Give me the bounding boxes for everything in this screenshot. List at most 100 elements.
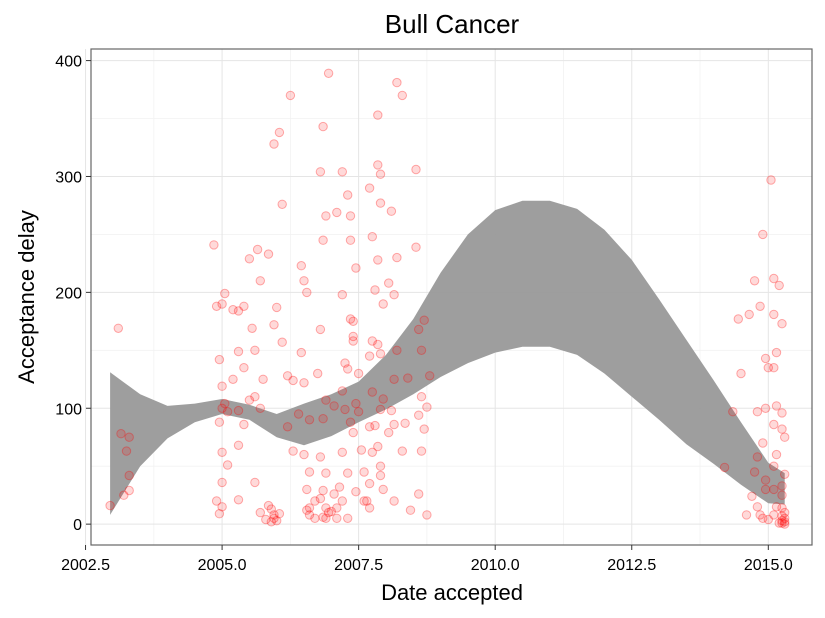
data-point <box>771 347 782 358</box>
data-point <box>247 323 257 333</box>
data-point <box>758 513 768 523</box>
data-point <box>250 392 260 402</box>
data-point <box>769 484 779 495</box>
data-point <box>321 395 331 405</box>
data-point <box>217 381 227 391</box>
data-point <box>392 252 402 263</box>
points-layer <box>105 68 790 529</box>
data-point <box>419 424 429 434</box>
data-point <box>345 211 356 221</box>
x-tick-label: 2015.0 <box>744 557 793 574</box>
data-point <box>315 452 326 462</box>
data-point <box>419 315 429 325</box>
data-point <box>239 301 249 311</box>
y-axis: 0 100 200 300 400 <box>55 54 91 534</box>
data-point <box>263 500 274 511</box>
data-point <box>244 395 255 405</box>
data-point <box>373 110 383 120</box>
data-point <box>771 449 782 460</box>
data-point <box>222 407 233 417</box>
data-point <box>288 446 298 456</box>
data-point <box>348 331 358 342</box>
data-point <box>351 487 361 497</box>
data-point <box>397 446 407 456</box>
data-point <box>375 404 386 415</box>
data-point <box>261 514 271 525</box>
data-point <box>250 345 260 355</box>
data-point <box>222 460 233 470</box>
data-point <box>318 414 328 424</box>
y-tick-label: 300 <box>55 169 82 186</box>
data-point <box>752 502 763 512</box>
data-point <box>353 407 364 417</box>
data-point <box>252 244 263 255</box>
data-point <box>353 368 364 379</box>
data-point <box>375 198 386 208</box>
data-point <box>263 249 274 259</box>
data-point <box>334 482 345 492</box>
data-point <box>386 206 397 216</box>
data-point <box>373 255 383 265</box>
data-point <box>422 402 432 412</box>
data-point <box>315 493 326 504</box>
x-axis: 2002.5 2005.0 2007.5 2010.0 2012.5 2015.0 <box>61 545 793 574</box>
data-point <box>733 314 743 324</box>
data-point <box>367 336 377 346</box>
data-point <box>113 323 124 333</box>
data-point <box>774 280 784 291</box>
data-point <box>214 509 225 519</box>
data-point <box>318 485 328 496</box>
data-point <box>285 90 296 101</box>
data-point <box>422 510 432 520</box>
x-tick-label: 2010.0 <box>471 557 520 574</box>
y-tick-label: 100 <box>55 401 82 418</box>
data-point <box>321 503 331 513</box>
data-point <box>760 403 771 413</box>
data-point <box>302 484 312 495</box>
data-point <box>343 468 353 478</box>
data-point <box>769 419 779 430</box>
data-point <box>321 211 331 221</box>
data-point <box>337 386 347 396</box>
data-point <box>321 513 331 523</box>
chart-title: Bull Cancer <box>385 9 520 39</box>
y-tick-label: 200 <box>55 285 82 302</box>
data-point <box>364 351 375 361</box>
data-point <box>744 309 754 320</box>
data-point <box>752 452 763 462</box>
data-point <box>351 398 361 409</box>
data-point <box>362 496 372 506</box>
data-point <box>780 469 790 479</box>
data-point <box>780 513 790 523</box>
data-point <box>755 510 765 520</box>
data-point <box>217 447 227 457</box>
data-point <box>239 363 249 373</box>
data-point <box>375 349 386 359</box>
data-point <box>780 517 790 527</box>
data-point <box>233 405 244 416</box>
data-point <box>348 316 358 326</box>
y-tick-label: 400 <box>55 54 82 71</box>
data-point <box>318 235 328 245</box>
data-point <box>777 503 787 513</box>
data-point <box>389 419 399 430</box>
data-point <box>367 387 377 397</box>
data-point <box>769 309 779 320</box>
data-point <box>370 285 380 295</box>
data-point <box>763 514 773 525</box>
data-point <box>233 440 244 450</box>
data-point <box>774 518 784 528</box>
data-point <box>105 500 115 511</box>
data-point <box>348 427 358 438</box>
data-point <box>348 336 358 346</box>
data-point <box>749 467 760 477</box>
data-point <box>760 475 771 485</box>
data-point <box>277 199 287 210</box>
data-point <box>272 516 282 526</box>
data-point <box>345 235 356 245</box>
data-point <box>763 363 773 373</box>
data-point <box>266 504 276 514</box>
data-point <box>274 509 285 519</box>
data-point <box>416 446 427 456</box>
